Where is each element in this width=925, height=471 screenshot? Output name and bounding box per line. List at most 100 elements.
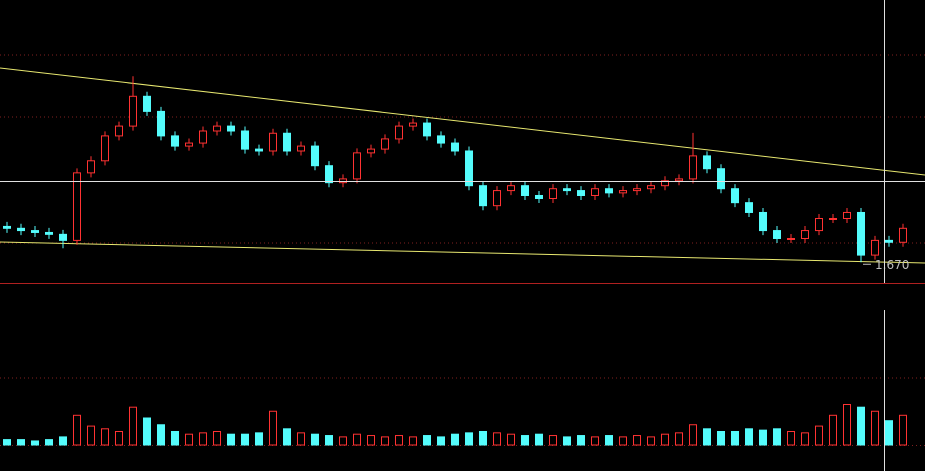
candle-body: [759, 211, 767, 232]
candle-body: [227, 125, 235, 132]
candle-body: [535, 194, 543, 200]
volume-bar: [563, 436, 571, 446]
volume-bar: [759, 429, 767, 446]
candle-body: [101, 135, 109, 162]
candle-body: [787, 237, 795, 240]
candle-body: [45, 231, 53, 235]
candle-body: [703, 155, 711, 170]
volume-bar: [899, 414, 907, 446]
volume-bar: [675, 432, 683, 446]
candle-body: [157, 110, 165, 137]
volume-bar: [647, 436, 655, 446]
volume-bar: [591, 436, 599, 446]
volume-bar: [745, 428, 753, 446]
volume-bar: [31, 440, 39, 446]
candle-body: [73, 172, 81, 241]
volume-bar: [171, 431, 179, 446]
candle-body: [605, 188, 613, 194]
candle-body: [395, 125, 403, 140]
candle-body: [381, 138, 389, 150]
candle-body: [255, 148, 263, 152]
volume-bar: [843, 404, 851, 446]
volume-bar: [143, 417, 151, 446]
volume-bar: [605, 435, 613, 446]
volume-bar: [451, 433, 459, 446]
volume-bar: [367, 435, 375, 446]
candle-body: [465, 150, 473, 187]
candle-body: [143, 95, 151, 112]
volume-bar: [59, 436, 67, 446]
candle-body: [479, 185, 487, 207]
candle-body: [843, 211, 851, 220]
volume-bar: [423, 435, 431, 446]
candle-body: [367, 148, 375, 154]
candle-body: [353, 152, 361, 180]
volume-bar: [157, 424, 165, 446]
candle-body: [619, 190, 627, 194]
candle-body: [129, 95, 137, 127]
volume-bar: [507, 433, 515, 446]
candle-body: [815, 218, 823, 232]
volume-bar: [255, 432, 263, 446]
volume-bar: [717, 431, 725, 446]
volume-bar: [3, 439, 11, 446]
volume-bar: [283, 428, 291, 446]
candle-body: [871, 239, 879, 256]
candle-body: [185, 142, 193, 147]
candle-body: [325, 165, 333, 184]
candle-body: [115, 125, 123, 137]
candle-body: [493, 190, 501, 207]
volume-bar: [101, 428, 109, 446]
volume-bar: [241, 433, 249, 446]
candle-body: [773, 230, 781, 239]
candle-body: [521, 185, 529, 196]
volume-bar: [199, 432, 207, 446]
volume-bar: [731, 431, 739, 446]
candle-body: [885, 239, 893, 243]
candle-body: [577, 190, 585, 196]
volume-bar: [535, 433, 543, 446]
volume-bar: [857, 406, 865, 446]
candle-body: [801, 230, 809, 239]
candle-body: [857, 211, 865, 256]
candle-body: [241, 130, 249, 150]
volume-bar: [185, 433, 193, 446]
volume-bar: [703, 428, 711, 446]
candle-body: [451, 142, 459, 152]
candle-body: [311, 145, 319, 167]
trend-line: [0, 241, 925, 264]
volume-bar: [787, 431, 795, 446]
volume-bar: [129, 406, 137, 446]
volume-bar: [885, 420, 893, 446]
candle-body: [171, 135, 179, 147]
candle-body: [17, 227, 25, 232]
candle-body: [717, 168, 725, 190]
candle-body: [689, 155, 697, 180]
candle-body: [563, 188, 571, 192]
volume-bar: [549, 435, 557, 446]
volume-bar: [465, 432, 473, 446]
volume-bar: [297, 432, 305, 446]
candle-body: [409, 122, 417, 127]
candle-body: [899, 227, 907, 243]
volume-bar: [829, 414, 837, 446]
volume-bar: [213, 431, 221, 446]
volume-bar: [395, 435, 403, 446]
candle-body: [437, 135, 445, 144]
volume-bar: [619, 436, 627, 446]
volume-bar: [311, 433, 319, 446]
volume-bar: [871, 410, 879, 446]
candle-body: [591, 188, 599, 196]
volume-bar: [45, 439, 53, 446]
volume-bar: [493, 432, 501, 446]
candle-body: [213, 125, 221, 132]
volume-bar: [773, 428, 781, 446]
candle-body: [661, 180, 669, 187]
candle-body: [633, 188, 641, 192]
candle-body: [829, 218, 837, 221]
volume-bar: [661, 433, 669, 446]
volume-bar: [521, 435, 529, 446]
candle-body: [647, 185, 655, 190]
